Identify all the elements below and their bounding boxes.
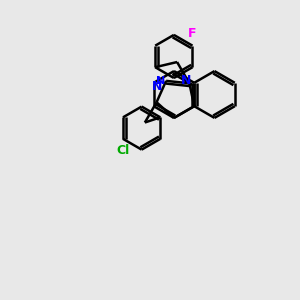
Text: N: N (152, 80, 163, 93)
Text: Cl: Cl (116, 144, 130, 157)
Text: F: F (188, 27, 197, 40)
Text: N: N (156, 76, 165, 86)
Text: N: N (181, 74, 191, 87)
